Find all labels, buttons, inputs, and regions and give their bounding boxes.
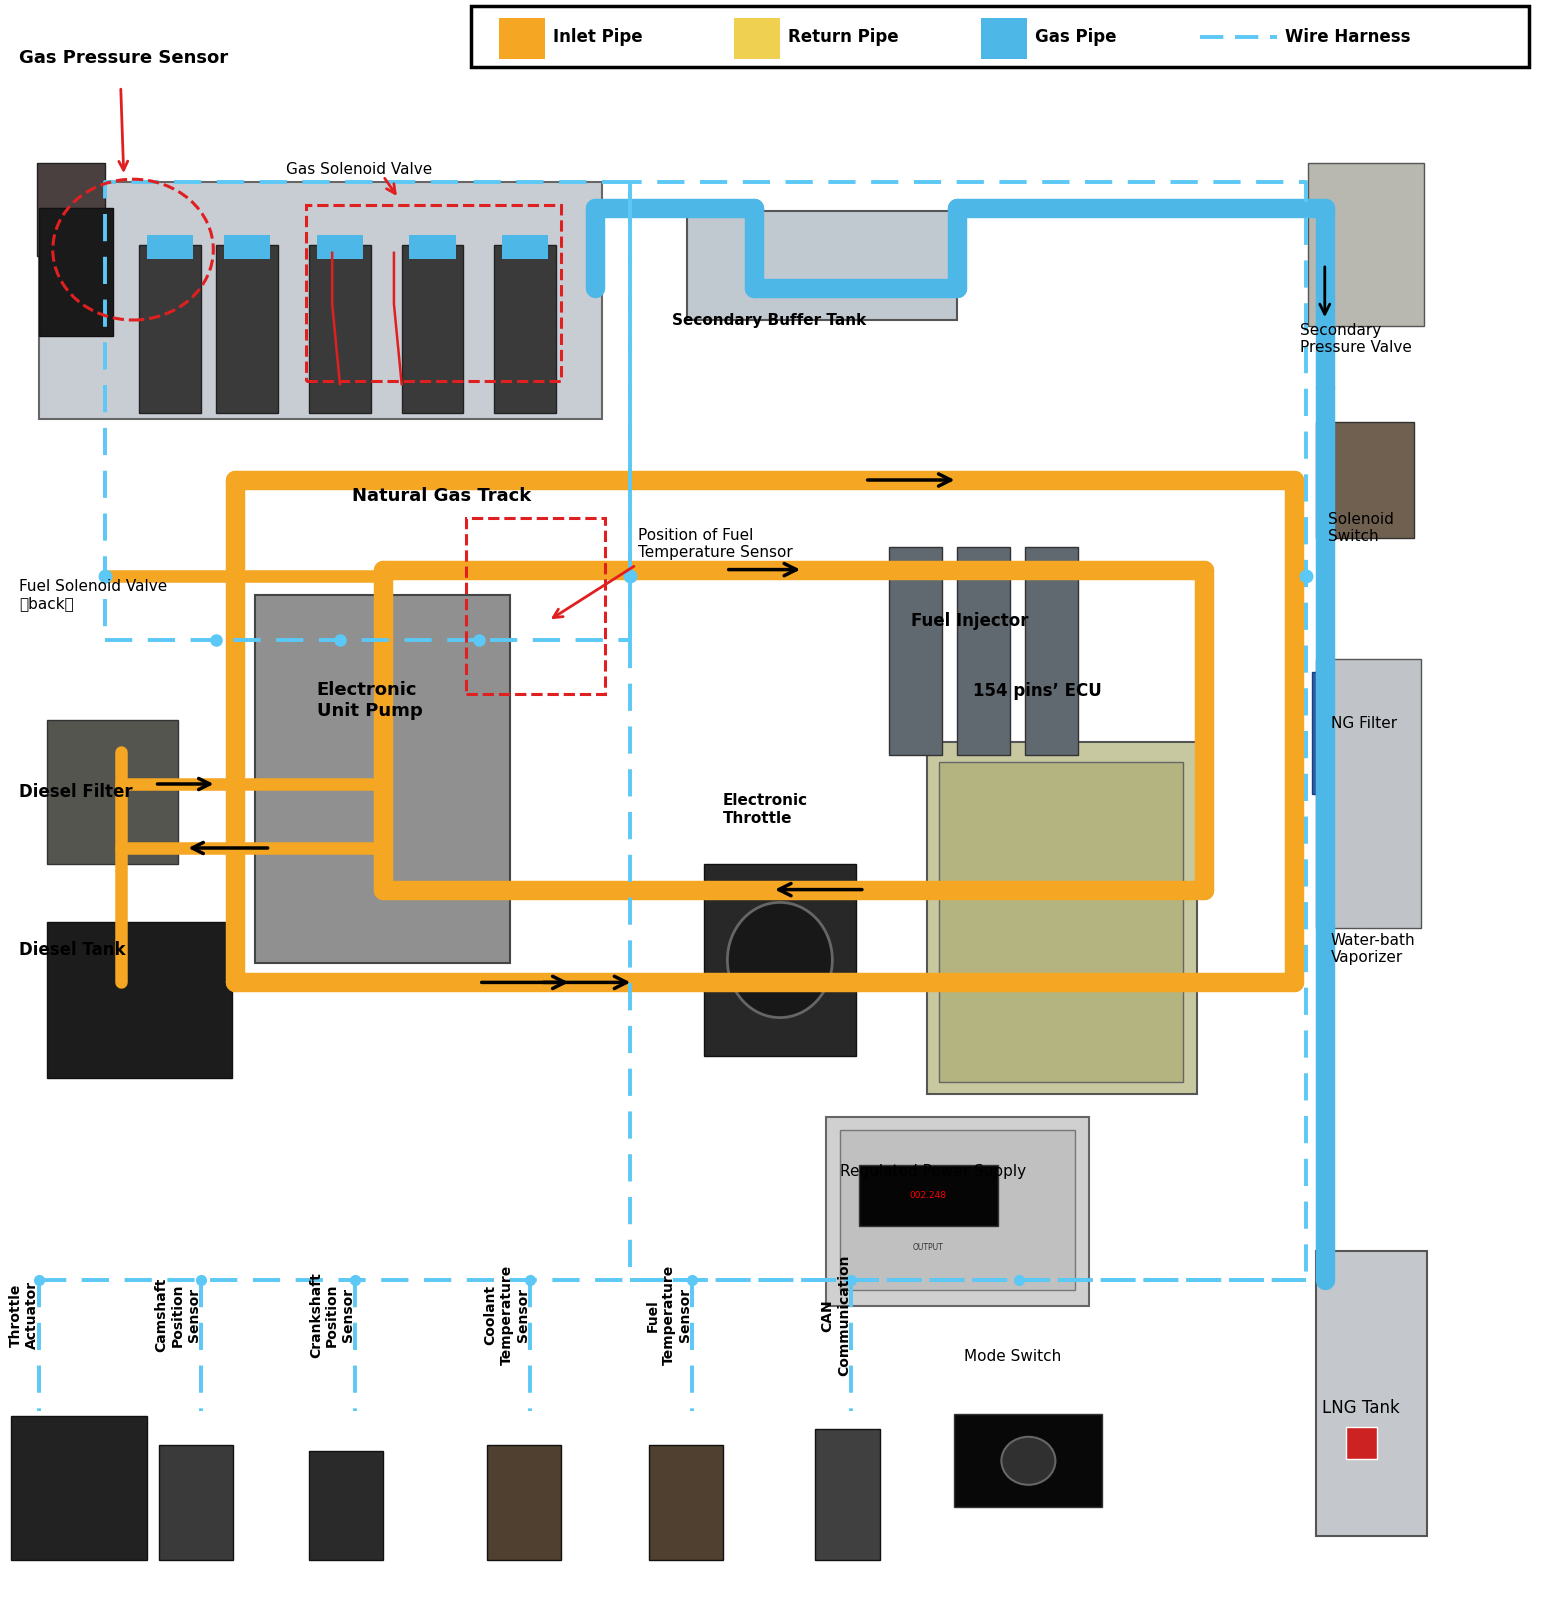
Bar — [401, 245, 463, 413]
Text: Coolant
Temperature
Sensor: Coolant Temperature Sensor — [483, 1266, 530, 1365]
Bar — [224, 235, 270, 259]
Bar — [147, 235, 193, 259]
Text: Gas Solenoid Valve: Gas Solenoid Valve — [286, 162, 432, 178]
Bar — [815, 1429, 880, 1560]
Bar — [980, 18, 1027, 59]
Bar — [306, 205, 560, 381]
Bar — [939, 762, 1183, 1082]
Text: Camshaft
Position
Sensor: Camshaft Position Sensor — [154, 1278, 201, 1352]
Bar — [255, 595, 510, 963]
Text: Diesel Tank: Diesel Tank — [19, 941, 125, 960]
Bar — [46, 720, 178, 864]
Text: OUTPUT: OUTPUT — [913, 1243, 943, 1253]
Bar — [957, 547, 1010, 755]
Bar — [466, 518, 605, 694]
Text: Inlet Pipe: Inlet Pipe — [553, 27, 642, 46]
Bar — [471, 6, 1529, 67]
Bar — [840, 1130, 1075, 1290]
Text: Wire Harness: Wire Harness — [1285, 27, 1410, 46]
Bar — [502, 235, 548, 259]
Bar — [687, 211, 957, 320]
Text: Mode Switch: Mode Switch — [963, 1349, 1061, 1365]
Bar — [858, 1165, 997, 1226]
Text: 002.248: 002.248 — [909, 1190, 946, 1200]
Bar — [317, 235, 363, 259]
Bar — [159, 1445, 233, 1560]
Bar — [39, 208, 113, 336]
Text: Electronic
Unit Pump: Electronic Unit Pump — [317, 682, 423, 720]
Text: Gas Pipe: Gas Pipe — [1034, 27, 1116, 46]
Bar — [1312, 672, 1405, 794]
Text: Regulated Power Supply: Regulated Power Supply — [840, 1163, 1027, 1179]
Bar — [309, 1451, 383, 1560]
Bar — [648, 1445, 723, 1560]
Bar — [733, 18, 780, 59]
Bar — [1025, 547, 1078, 755]
Bar — [139, 245, 201, 413]
Bar — [37, 163, 105, 256]
Text: Fuel
Temperature
Sensor: Fuel Temperature Sensor — [645, 1266, 692, 1365]
Text: Throttle
Actuator: Throttle Actuator — [9, 1282, 39, 1349]
Text: CAN
Communication: CAN Communication — [821, 1254, 851, 1376]
Bar — [309, 245, 371, 413]
Bar — [1315, 1251, 1427, 1536]
Bar — [704, 864, 855, 1056]
Bar — [409, 235, 455, 259]
Bar — [1315, 422, 1414, 538]
Bar — [1308, 163, 1424, 326]
Bar — [46, 922, 232, 1078]
Text: Gas Pressure Sensor: Gas Pressure Sensor — [19, 48, 229, 67]
Bar — [499, 18, 545, 59]
Text: Fuel Solenoid Valve
（back）: Fuel Solenoid Valve （back） — [19, 579, 167, 611]
Text: Position of Fuel
Temperature Sensor: Position of Fuel Temperature Sensor — [638, 528, 792, 560]
Bar — [39, 182, 602, 419]
Bar — [11, 1416, 147, 1560]
FancyBboxPatch shape — [1346, 1427, 1377, 1459]
Bar — [926, 742, 1197, 1094]
Bar — [494, 245, 556, 413]
Bar — [889, 547, 942, 755]
Text: LNG Tank: LNG Tank — [1322, 1398, 1399, 1418]
Text: Secondary Buffer Tank: Secondary Buffer Tank — [672, 312, 866, 328]
Text: NG Filter: NG Filter — [1331, 715, 1397, 731]
Ellipse shape — [727, 902, 832, 1018]
Ellipse shape — [1002, 1437, 1056, 1485]
Text: Electronic
Throttle: Electronic Throttle — [723, 794, 808, 826]
Text: Fuel Injector: Fuel Injector — [911, 611, 1028, 630]
Text: Crankshaft
Position
Sensor: Crankshaft Position Sensor — [309, 1272, 355, 1358]
Text: 154 pins’ ECU: 154 pins’ ECU — [973, 682, 1101, 701]
Text: Solenoid
Switch: Solenoid Switch — [1328, 512, 1394, 544]
Bar — [216, 245, 278, 413]
Text: Diesel Filter: Diesel Filter — [19, 782, 133, 802]
Text: Return Pipe: Return Pipe — [787, 27, 899, 46]
Bar — [486, 1445, 560, 1560]
Bar — [1315, 659, 1420, 928]
Text: Water-bath
Vaporizer: Water-bath Vaporizer — [1331, 933, 1416, 965]
Bar — [826, 1117, 1089, 1306]
Text: Secondary
Pressure Valve: Secondary Pressure Valve — [1300, 323, 1411, 355]
Text: Natural Gas Track: Natural Gas Track — [352, 486, 531, 506]
Bar — [954, 1414, 1102, 1507]
